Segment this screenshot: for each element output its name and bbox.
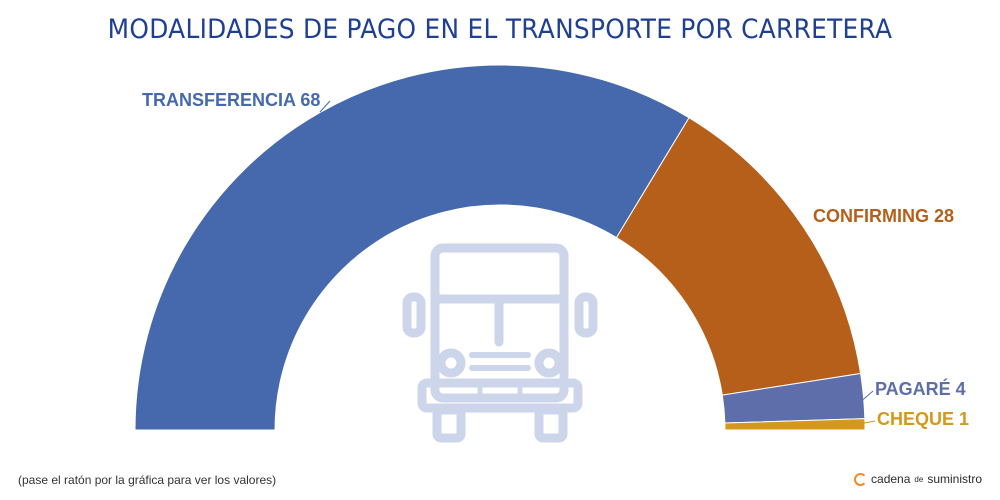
data-label: TRANSFERENCIA 68 xyxy=(142,90,320,110)
leader-line xyxy=(858,420,876,425)
brand-logo[interactable]: cadena de suministro xyxy=(854,472,982,486)
data-label: CHEQUE 1 xyxy=(877,409,969,429)
truck-icon xyxy=(402,243,598,443)
chart-title: MODALIDADES DE PAGO EN EL TRANSPORTE POR… xyxy=(107,14,893,45)
hover-hint-footnote: (pase el ratón por la gráfica para ver l… xyxy=(18,473,277,487)
slice-transferencia[interactable] xyxy=(134,64,690,431)
data-label: CONFIRMING 28 xyxy=(813,206,954,226)
leader-line xyxy=(319,100,331,113)
brand-swirl-icon xyxy=(854,472,868,486)
brand-connector: de xyxy=(914,474,924,484)
brand-name: cadena xyxy=(871,472,911,486)
leader-line xyxy=(857,390,874,405)
data-label: PAGARÉ 4 xyxy=(875,378,966,399)
brand-suffix: suministro xyxy=(927,472,982,486)
